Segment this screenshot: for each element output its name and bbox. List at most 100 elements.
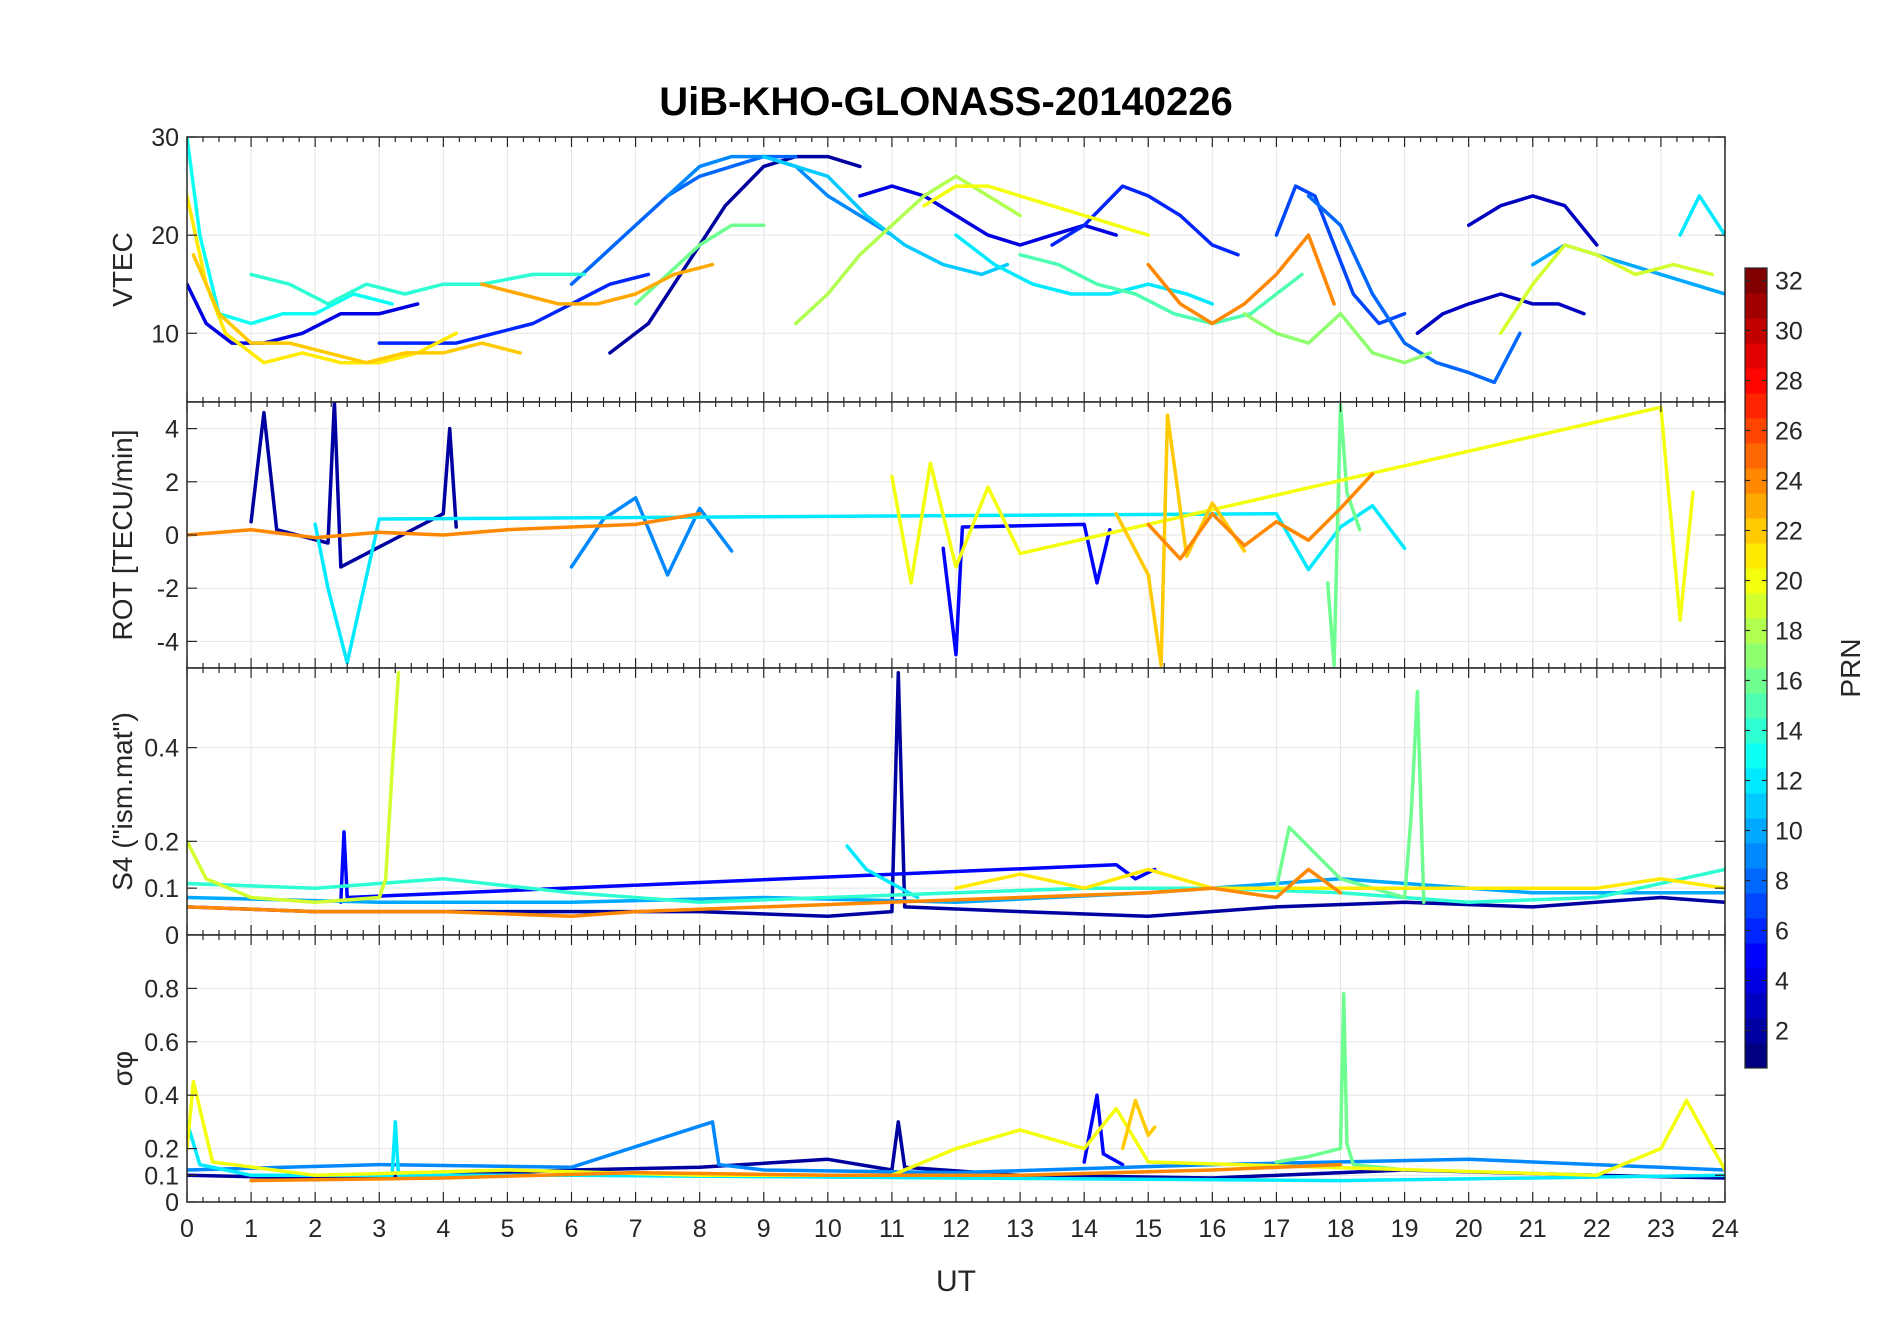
colorbar-swatch	[1745, 493, 1767, 519]
x-tick-label: 22	[1583, 1215, 1611, 1243]
series-group	[187, 137, 1725, 385]
colorbar-tick-label: 6	[1775, 918, 1789, 946]
chart-title: UiB-KHO-GLONASS-20140226	[659, 80, 1233, 124]
colorbar-tick-label: 12	[1775, 768, 1803, 796]
series-line-prn-12	[313, 503, 1407, 665]
y-axis-label: VTEC	[107, 232, 138, 307]
colorbar-tick-label: 4	[1775, 968, 1789, 996]
y-tick-label: 0	[165, 922, 179, 950]
x-tick-label: 15	[1134, 1215, 1162, 1243]
colorbar-swatch	[1745, 418, 1767, 444]
x-tick-label: 12	[942, 1215, 970, 1243]
colorbar-tick-label: 18	[1775, 618, 1803, 646]
x-tick-label: 17	[1263, 1215, 1291, 1243]
colorbar-swatch	[1745, 918, 1767, 944]
series-line-prn-20	[187, 1080, 1725, 1178]
y-tick-label: 0.8	[144, 975, 179, 1003]
colorbar-tick-label: 26	[1775, 418, 1803, 446]
y-tick-label: 4	[165, 416, 179, 444]
colorbar-tick-label: 30	[1775, 318, 1803, 346]
panel-2: -4 -2 0 2 4 ROT [TECU/min]	[107, 401, 1726, 669]
colorbar-tick-label: 22	[1775, 518, 1803, 546]
colorbar-frame	[1744, 267, 1768, 1069]
colorbar-swatch	[1745, 693, 1767, 719]
series-line-prn-12	[187, 1120, 1725, 1183]
colorbar-swatch	[1745, 293, 1767, 319]
series-line-prn-12	[1678, 194, 1725, 237]
colorbar-swatch	[1745, 993, 1767, 1019]
y-tick-label: 0.4	[144, 1082, 179, 1110]
series-line-prn-15	[1018, 253, 1304, 326]
series-line-prn-2	[187, 670, 1725, 919]
colorbar-tick-label: 8	[1775, 868, 1789, 896]
x-tick-label: 20	[1455, 1215, 1483, 1243]
series-line-prn-24	[187, 511, 702, 540]
series-line-prn-3	[1466, 194, 1599, 247]
colorbar-swatch	[1745, 1018, 1767, 1044]
series-line-prn-4	[187, 282, 420, 345]
colorbar-swatch	[1745, 568, 1767, 594]
y-tick-label: 20	[151, 222, 179, 250]
x-tick-label: 11	[879, 1215, 905, 1243]
y-tick-label: 0.2	[144, 1136, 179, 1164]
y-tick-label: 2	[165, 469, 179, 497]
series-line-prn-13	[187, 137, 394, 326]
series-line-prn-7	[1274, 184, 1407, 326]
colorbar-swatch	[1745, 268, 1767, 294]
colorbar-swatch	[1745, 843, 1767, 869]
y-tick-label: 10	[151, 320, 179, 348]
x-tick-label: 18	[1327, 1215, 1355, 1243]
colorbar-swatch	[1745, 793, 1767, 819]
y-tick-label: 0	[165, 1189, 179, 1217]
series-line-prn-19	[187, 670, 401, 904]
colorbar-swatch	[1745, 343, 1767, 369]
series-line-prn-9	[187, 1120, 1725, 1175]
series-line-prn-2	[608, 154, 862, 355]
series-line-prn-22	[1120, 1098, 1157, 1151]
x-tick-label: 0	[180, 1215, 194, 1243]
series-line-prn-12	[954, 233, 1215, 306]
colorbar-swatch	[1745, 668, 1767, 694]
y-axis-label: S4 ("ism.mat")	[107, 712, 138, 891]
y-tick-label: -2	[157, 575, 179, 603]
x-tick-label: 5	[500, 1215, 514, 1243]
panel-3: 0 0.1 0.2 0.4S4 ("ism.mat")	[107, 667, 1726, 950]
colorbar-swatch	[1745, 968, 1767, 994]
colorbar-swatch	[1745, 468, 1767, 494]
series-line-prn-24	[1146, 472, 1375, 561]
colorbar-swatch	[1745, 893, 1767, 919]
colorbar-swatch	[1745, 543, 1767, 569]
colorbar-tick-label: 10	[1775, 818, 1803, 846]
x-tick-label: 4	[436, 1215, 450, 1243]
colorbar-swatch	[1745, 618, 1767, 644]
x-tick-label: 1	[244, 1215, 258, 1243]
series-line-prn-14	[187, 867, 1725, 904]
colorbar-swatch	[1745, 318, 1767, 344]
series-line-prn-6	[377, 272, 651, 345]
x-tick-label: 24	[1711, 1215, 1739, 1243]
x-tick-label: 16	[1198, 1215, 1226, 1243]
panel-4: 00.10.2 0.4 0.6 0.8 σφ	[107, 934, 1726, 1217]
series-line-prn-22	[1114, 413, 1247, 668]
series-line-prn-16	[1274, 689, 1426, 904]
y-axis-label: σφ	[107, 1051, 138, 1086]
x-tick-label: 6	[565, 1215, 579, 1243]
colorbar-swatch	[1745, 643, 1767, 669]
x-tick-label: 10	[814, 1215, 842, 1243]
panel-1: 10 20 30 VTEC	[107, 124, 1726, 403]
x-tick-label: 19	[1391, 1215, 1419, 1243]
series-group	[187, 670, 1725, 919]
series-line-prn-19	[1498, 243, 1714, 336]
series-line-prn-24	[1146, 233, 1336, 326]
series-line-prn-21	[954, 867, 1725, 890]
colorbar-tick-label: 2	[1775, 1018, 1789, 1046]
series-line-prn-24	[187, 867, 1343, 919]
colorbar-swatch	[1745, 743, 1767, 769]
series-line-prn-20	[890, 405, 1695, 622]
x-tick-label: 21	[1519, 1215, 1547, 1243]
y-tick-label: 0.4	[144, 735, 179, 763]
series-line-prn-5	[941, 522, 1112, 657]
x-axis-label: UT	[936, 1265, 976, 1298]
